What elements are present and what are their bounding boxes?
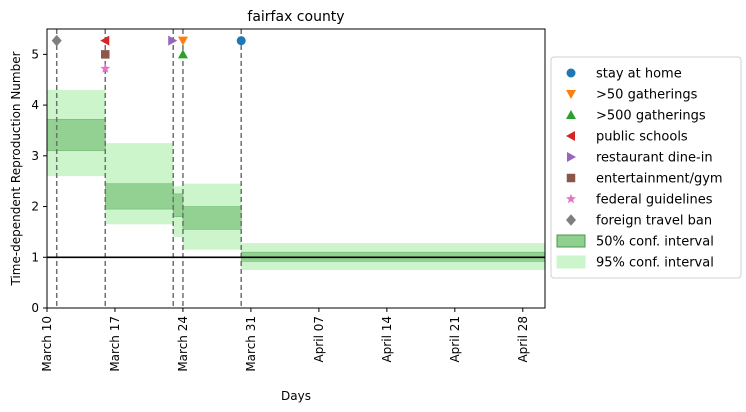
x-tick-label-0: March 10 <box>40 316 54 372</box>
legend-swatch-1 <box>556 255 586 269</box>
y-tick-label-5: 5 <box>31 47 39 61</box>
intervention-marker-4 <box>168 35 178 46</box>
legend-label-1: >50 gatherings <box>596 88 698 103</box>
y-tick-label-1: 1 <box>31 250 39 264</box>
intervention-marker-7 <box>51 34 62 47</box>
intervention-marker-3 <box>100 35 110 46</box>
legend-marker-7 <box>566 214 576 226</box>
legend-marker-6 <box>566 193 576 204</box>
legend-label-2: >500 gatherings <box>596 109 706 124</box>
legend-marker-5 <box>566 173 576 183</box>
ci50-band-1 <box>104 183 174 210</box>
legend-marker-2 <box>566 110 576 119</box>
legend-marker-1 <box>566 90 576 99</box>
y-tick-label-2: 2 <box>31 200 39 214</box>
x-tick-label-5: April 14 <box>380 316 394 363</box>
ci95-bands <box>47 89 545 270</box>
legend-label-7: foreign travel ban <box>596 214 712 229</box>
y-tick-label-4: 4 <box>31 98 39 112</box>
legend: stay at home >50 gatherings >500 gathering… <box>550 56 742 279</box>
x-tick-label-3: March 31 <box>244 316 258 372</box>
plot-frame <box>46 28 546 309</box>
legend-label-3: public schools <box>596 130 688 145</box>
legend-marker-4 <box>567 152 576 162</box>
legend-label-5: entertainment/gym <box>596 172 723 187</box>
y-axis-ticks: 0 1 2 3 4 5 <box>31 47 47 315</box>
intervention-markers <box>51 34 246 73</box>
legend-swatch-0 <box>556 234 586 248</box>
legend-marker-3 <box>566 131 575 141</box>
x-tick-label-4: April 07 <box>312 316 326 363</box>
x-tick-label-2: March 24 <box>176 316 190 372</box>
ci50-band-2 <box>172 193 184 217</box>
y-tick-label-3: 3 <box>31 149 39 163</box>
y-axis-label: Time-dependent Reproduction Number <box>9 51 23 286</box>
x-tick-label-1: March 17 <box>108 316 122 372</box>
intervention-marker-6 <box>100 63 111 73</box>
intervention-marker-5 <box>101 50 110 59</box>
y-tick-label-0: 0 <box>31 301 39 315</box>
ci50-bands <box>46 118 546 262</box>
x-tick-label-6: April 21 <box>448 316 462 363</box>
legend-label-ci-0: 50% conf. interval <box>596 235 714 250</box>
intervention-marker-0 <box>236 36 246 46</box>
x-tick-label-7: April 28 <box>516 316 530 363</box>
ci50-band-0 <box>46 118 106 152</box>
intervention-marker-2 <box>177 49 188 59</box>
intervention-lines <box>55 29 242 308</box>
legend-marker-0 <box>566 68 576 78</box>
legend-box <box>550 56 742 279</box>
intervention-marker-1 <box>177 36 188 46</box>
legend-label-0: stay at home <box>596 67 682 82</box>
legend-label-4: restaurant dine-in <box>596 151 713 166</box>
legend-label-ci-1: 95% conf. interval <box>596 256 714 271</box>
legend-label-6: federal guidelines <box>596 193 713 208</box>
chart-title: fairfax county <box>247 9 344 25</box>
ci50-band-3 <box>182 206 242 230</box>
x-axis-label: Days <box>281 389 311 403</box>
x-axis-ticks: March 10 March 17 March 24 March 31 April 07… <box>40 308 530 372</box>
